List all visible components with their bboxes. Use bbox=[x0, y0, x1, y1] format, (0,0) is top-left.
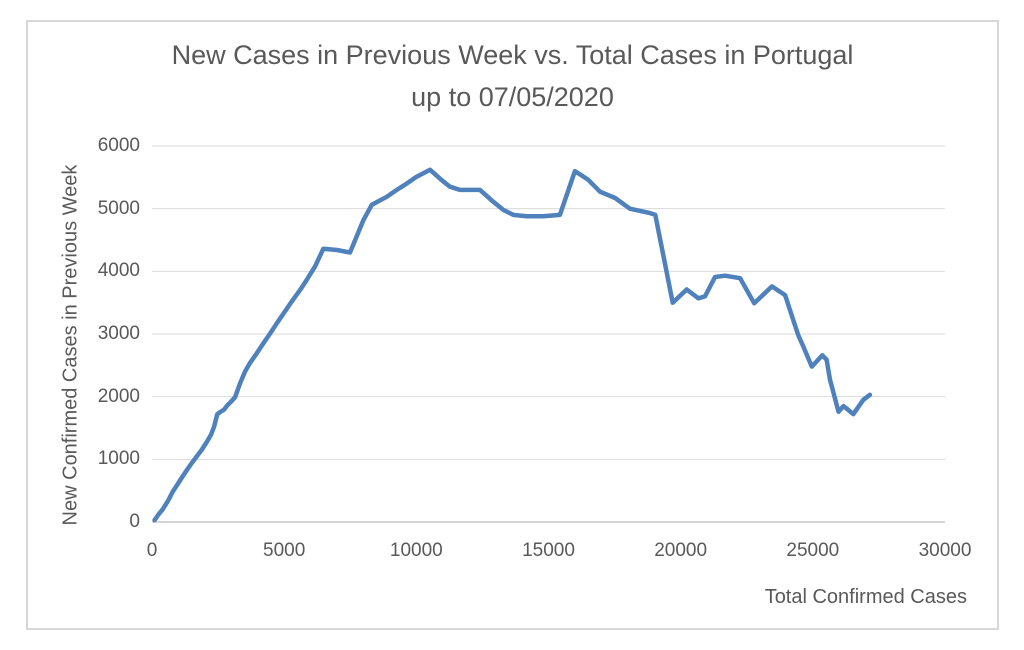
x-tick-label: 25000 bbox=[786, 540, 840, 561]
y-tick-label: 3000 bbox=[97, 323, 140, 344]
y-tick-label: 1000 bbox=[97, 448, 140, 470]
gridlines bbox=[152, 145, 945, 523]
chart-title-line2: up to 07/05/2020 bbox=[411, 82, 614, 112]
y-tick-label: 6000 bbox=[97, 135, 140, 156]
y-tick-label: 0 bbox=[129, 511, 140, 532]
x-tick-label: 10000 bbox=[389, 540, 443, 561]
x-tick-label: 0 bbox=[146, 540, 158, 561]
x-tick-label: 20000 bbox=[654, 540, 708, 561]
data-series-line bbox=[152, 167, 873, 523]
x-axis-title: Total Confirmed Cases bbox=[764, 586, 967, 608]
y-axis-title: New Confirmed Cases in Previous Week bbox=[59, 164, 82, 526]
x-tick-label: 30000 bbox=[918, 540, 972, 561]
chart-title-line1: New Cases in Previous Week vs. Total Cas… bbox=[171, 40, 854, 70]
x-tick-label: 5000 bbox=[263, 540, 306, 561]
chart-title: New Cases in Previous Week vs. Total Cas… bbox=[26, 34, 999, 118]
y-tick-label: 4000 bbox=[97, 260, 140, 282]
x-tick-label: 15000 bbox=[522, 540, 575, 561]
chart-frame bbox=[26, 20, 999, 630]
y-tick-label: 2000 bbox=[97, 385, 140, 407]
y-tick-label: 5000 bbox=[97, 197, 140, 219]
